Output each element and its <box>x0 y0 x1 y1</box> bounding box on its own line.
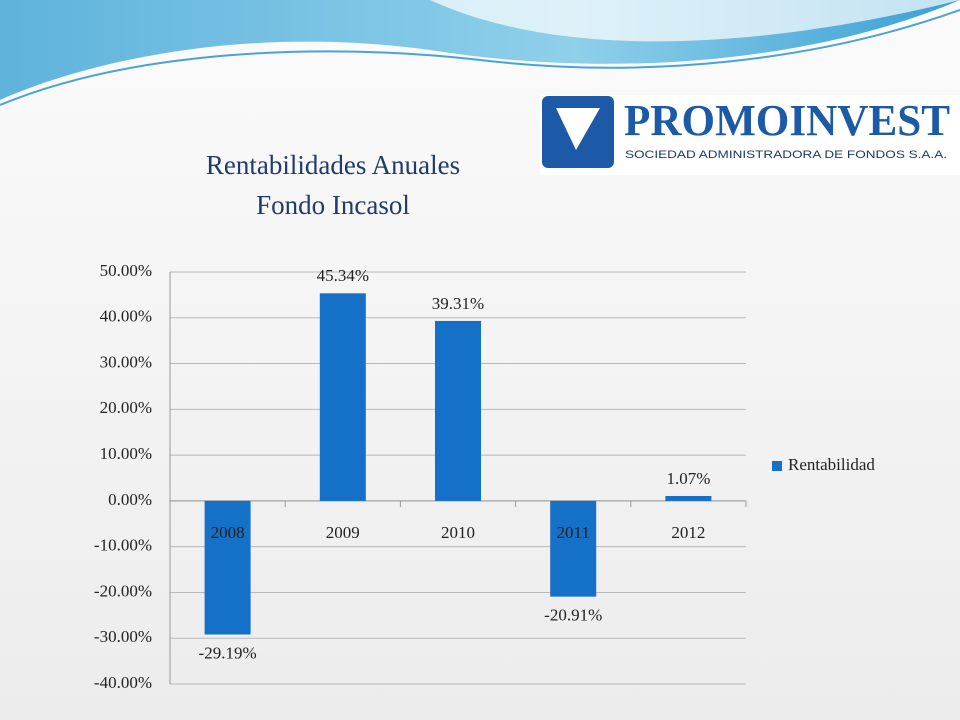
legend-label: Rentabilidad <box>788 455 875 474</box>
y-tick-label: -10.00% <box>94 536 152 555</box>
value-label: 45.34% <box>317 266 369 285</box>
x-tick-label: 2008 <box>211 523 245 542</box>
swoosh-highlight <box>430 0 960 42</box>
value-label: -20.91% <box>544 606 602 625</box>
y-tick-label: 10.00% <box>100 444 152 463</box>
logo-name: PROMOINVEST <box>624 96 950 145</box>
value-label: 39.31% <box>432 294 484 313</box>
x-tick-label: 2010 <box>441 523 475 542</box>
value-label: -29.19% <box>199 643 257 662</box>
bar <box>550 500 597 597</box>
bar <box>665 495 712 501</box>
bar <box>204 500 251 635</box>
x-tick-label: 2009 <box>326 523 360 542</box>
y-tick-label: 40.00% <box>100 307 152 326</box>
y-tick-label: -20.00% <box>94 581 152 600</box>
chart: 50.00% 40.00% 30.00% 20.00% 10.00% 0.00% -10.0… <box>94 261 875 692</box>
logo-icon-mark <box>556 108 600 150</box>
x-tick-label: 2012 <box>671 523 705 542</box>
bar <box>319 293 366 501</box>
y-tick-label: -30.00% <box>94 627 152 646</box>
y-tick-label: 0.00% <box>108 490 152 509</box>
y-tick-label: 50.00% <box>100 261 152 280</box>
y-tick-label: 20.00% <box>100 398 152 417</box>
bar <box>435 320 481 501</box>
swoosh-line <box>0 9 960 106</box>
logo-tagline: SOCIEDAD ADMINISTRADORA DE FONDOS S.A.A. <box>625 149 947 161</box>
value-label: 1.07% <box>666 469 710 488</box>
x-tick-label: 2011 <box>557 523 590 542</box>
y-tick-label: -40.00% <box>94 673 152 692</box>
chart-subtitle: Fondo Incasol <box>256 190 410 220</box>
logo: PROMOINVEST SOCIEDAD ADMINISTRADORA DE F… <box>540 95 960 175</box>
legend-swatch <box>772 461 782 471</box>
y-tick-label: 30.00% <box>100 352 152 371</box>
chart-title: Rentabilidades Anuales <box>206 150 460 180</box>
